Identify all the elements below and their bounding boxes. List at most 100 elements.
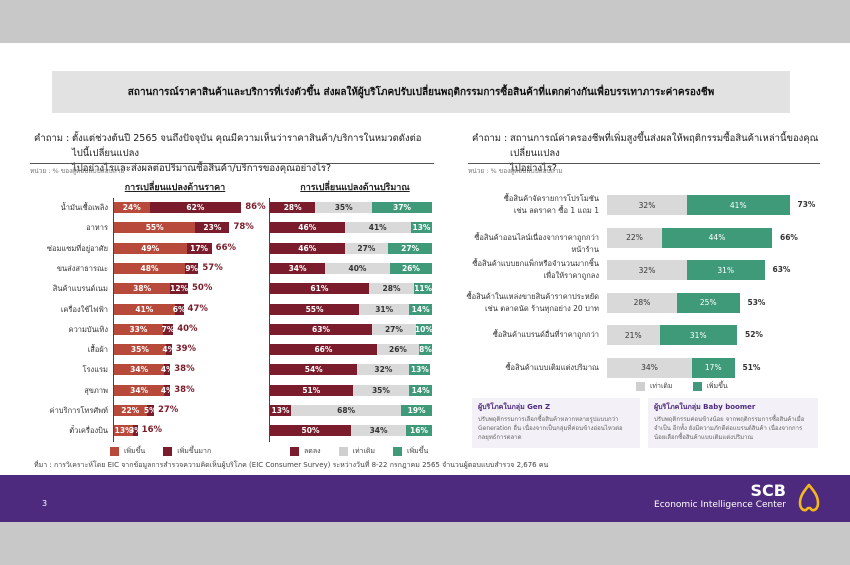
price-bar-segment: 9% [185,262,199,274]
category-label: เสื้อผ้า [87,345,108,355]
price-bar-segment: 55% [114,222,196,234]
legend-label-increase: เพิ่มขึ้น [124,447,146,455]
quantity-bar-segment: 27% [344,242,389,254]
category-label: โรงแรม [82,365,108,375]
price-bar-segment: 22% [114,405,147,416]
price-axis [113,198,114,442]
right-divider [468,163,820,164]
behavior-category-line: ซื้อสินค้าแบรนด์อื่นที่ราคาถูกกว่า [492,330,599,339]
quantity-bar-segment: 13% [270,405,292,416]
category-label: สุขภาพ [84,385,108,395]
quantity-bar-segment: 28% [368,283,415,295]
behavior-bar-segment: 41% [687,195,790,215]
category-label: ค่าบริการโทรศัพท์ [49,406,108,415]
slide-title-box: สถานการณ์ราคาสินค้าและบริการที่เร่งตัวขึ… [52,71,790,113]
genz-note-body: ปรับพฤติกรรมการเลือกซื้อสินค้าหลากหลายรู… [478,416,623,441]
price-total-label: 66% [215,242,237,253]
behavior-bar-segment: 31% [659,325,737,345]
legend-swatch-same [338,447,348,456]
quantity-axis [269,198,270,442]
category-label: เครื่องใช้ไฟฟ้า [60,304,108,314]
price-bar-segment: 5% [143,405,157,416]
legend-swatch-increase-much [163,447,173,456]
behavior-category-label: ซื้อสินค้าแบบเติมแต่งปริมาณ [462,362,599,374]
quantity-bar-segment: 26% [376,344,420,356]
quantity-bar-segment: 27% [372,323,416,335]
behavior-category-label: ซื้อสินค้าจัดรายการโปรโมชันเช่น ลดราคา ซ… [462,193,599,217]
right-question-line2: ไปอย่างไร? [510,163,557,174]
quantity-bar-segment: 34% [270,262,326,274]
price-total-label: 16% [141,425,163,436]
legend-swatch-up [393,447,403,456]
price-bar-segment: 41% [114,303,175,315]
category-label: น้ำมันเชื้อเพลิง [60,203,108,212]
brand-text: SCB Economic Intelligence Center [654,483,786,511]
price-bar-segment: 35% [114,344,166,356]
price-total-label: 38% [174,364,195,375]
price-bar-segment: 4% [160,384,174,396]
behavior-category-line: เช่น ตลาดนัด ร้านทุกอย่าง 20 บาท [485,303,599,313]
quantity-bar-segment: 32% [357,364,410,376]
scb-logo-icon [798,483,820,512]
quantity-panel-title: การเปลี่ยนแปลงด้านปริมาณ [300,183,410,193]
brand-name: SCB [750,481,786,500]
price-total-label: 38% [174,384,195,395]
behavior-bar-segment: 32% [607,260,687,280]
quantity-bar-segment: 10% [414,323,433,335]
quantity-bar-segment: 14% [409,303,432,315]
quantity-bar-segment: 13% [410,222,432,234]
price-bar-segment: 49% [114,242,187,254]
behavior-category-line: เพื่อให้ราคาถูกลง [543,271,599,280]
price-bar-segment: 48% [114,262,186,274]
price-bar-segment: 34% [114,364,165,376]
price-total-label: 86% [245,202,266,212]
category-label: ซ่อมแซมที่อยู่อาศัย [46,243,108,253]
quantity-bar-segment: 68% [291,405,402,416]
legend-label-same: เท่าเดิม [650,382,673,390]
boomer-note-body: ปรับพฤติกรรมค่อนข้างน้อย จากพฤติกรรมการซ… [654,416,805,441]
quantity-bar-segment: 19% [401,405,432,416]
price-legend: เพิ่มขึ้น เพิ่มขึ้นมาก [110,446,211,457]
left-question: คำถาม : ตั้งแต่ช่วงต้นปี 2565 จนถึงปัจจุบ… [34,131,434,176]
quantity-bar-segment: 28% [270,202,316,213]
legend-swatch-increase [110,447,119,456]
slide: สถานการณ์ราคาสินค้าและบริการที่เร่งตัวขึ… [0,43,850,522]
boomer-note-title: ผู้บริโภคในกลุ่ม Baby boomer [654,403,756,411]
quantity-bar-segment: 55% [270,303,360,315]
price-total-label: 27% [157,405,179,415]
price-total-label: 47% [187,303,208,314]
category-label: อาหาร [86,223,108,233]
category-label: ความบันเทิง [68,324,108,334]
category-label: สินค้าแบรนด์เนม [52,284,108,294]
page-number: 3 [42,499,48,508]
price-bar-segment: 17% [186,242,212,254]
left-unit: หน่วย : % ของผู้ตอบแบบสอบถาม [30,167,125,175]
behavior-category-line: ซื้อสินค้าแบบเติมแต่งปริมาณ [505,362,599,372]
legend-label-decrease: ลดลง [304,447,321,455]
behavior-category-label: ซื้อสินค้าออนไลน์เนื่องจากราคาถูกกว่าหน้… [462,232,599,256]
quantity-bar-segment: 66% [270,344,377,356]
quantity-bar-segment: 54% [270,364,358,376]
behavior-legend: เท่าเดิม เพิ่มขึ้น [636,381,728,392]
quantity-bar-segment: 14% [409,384,432,396]
behavior-category-label: ซื้อสินค้าในแหล่งขายสินค้าราคาประหยัด เช่… [462,291,599,315]
behavior-bar-segment: 21% [607,325,660,345]
price-bar-segment: 12% [170,283,189,295]
behavior-total-label: 73% [797,200,816,209]
behavior-bar-segment: 22% [607,227,662,248]
quantity-bar-segment: 35% [352,384,410,396]
price-bar-segment: 4% [162,344,176,356]
quantity-bar-segment: 16% [406,425,432,437]
behavior-bar-segment: 28% [607,292,677,313]
boomer-note-box: ผู้บริโภคในกลุ่ม Baby boomer ปรับพฤติกรร… [648,398,818,448]
behavior-category-line: เช่น ลดราคา ซื้อ 1 แถม 1 [513,206,599,215]
behavior-total-label: 53% [747,297,766,307]
footer-bar: 3 SCB Economic Intelligence Center [0,475,850,522]
legend-label-up: เพิ่มขึ้น [407,447,429,455]
category-label: ตั๋วเครื่องบิน [69,426,108,436]
genz-note-title: ผู้บริโภคในกลุ่ม Gen Z [478,403,551,411]
behavior-category-line: ซื้อสินค้าจัดรายการโปรโมชัน [503,194,599,203]
price-bar-segment: 4% [160,364,174,376]
price-bar-segment: 7% [161,323,175,335]
price-bar-segment: 34% [114,384,165,396]
